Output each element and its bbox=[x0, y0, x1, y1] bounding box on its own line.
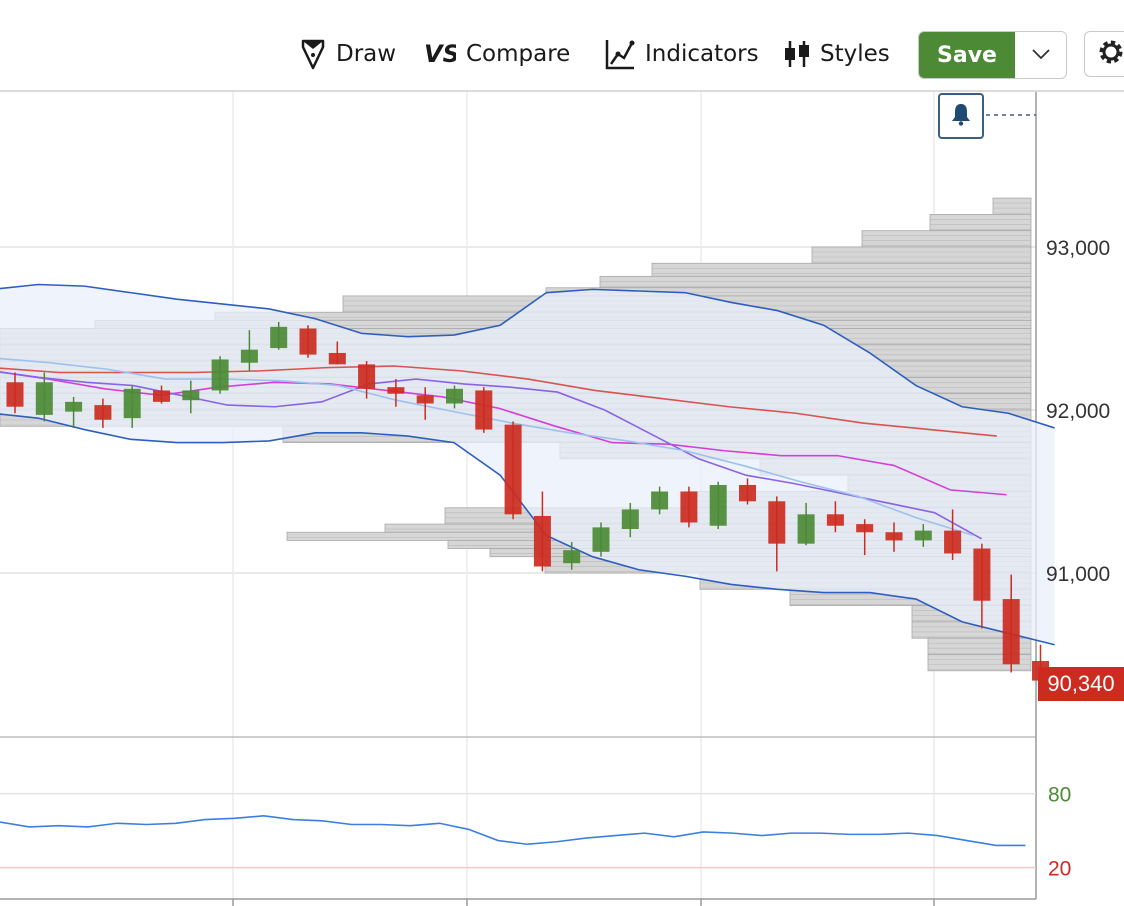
pen-nib-icon bbox=[300, 38, 326, 70]
save-button[interactable]: Save bbox=[919, 32, 1015, 78]
draw-label: Draw bbox=[336, 41, 397, 67]
axes: 93,000 92,000 91,000 80 20 bbox=[1046, 237, 1110, 881]
candle-down bbox=[94, 405, 112, 420]
candle-up bbox=[651, 491, 669, 510]
candle-up bbox=[709, 484, 727, 526]
volume-profile-bar bbox=[599, 275, 1032, 289]
candle-down bbox=[328, 352, 346, 365]
candle-down bbox=[387, 387, 405, 394]
candlesticks[interactable] bbox=[6, 321, 1050, 681]
candle-down bbox=[680, 491, 698, 523]
candle-up bbox=[270, 326, 288, 349]
save-dropdown-button[interactable] bbox=[1015, 32, 1066, 78]
candle-down bbox=[299, 328, 317, 355]
chart-toolbar: Draw VS Compare Indicators Styles Save bbox=[0, 0, 1124, 90]
bollinger-upper-line bbox=[0, 283, 1055, 429]
candle-down bbox=[1002, 599, 1020, 665]
volume-profile-bar bbox=[992, 197, 1032, 215]
moving-average-line bbox=[0, 365, 997, 437]
candle-down bbox=[885, 532, 903, 541]
compare-button[interactable]: VS Compare bbox=[424, 34, 570, 74]
candle-down bbox=[153, 390, 170, 402]
candle-down bbox=[739, 484, 756, 502]
bollinger-bands bbox=[0, 283, 1055, 646]
candle-down bbox=[475, 390, 493, 430]
bollinger-lower-line bbox=[0, 413, 1055, 646]
bollinger-fill bbox=[0, 284, 1055, 645]
svg-text:VS: VS bbox=[424, 40, 456, 68]
candle-up bbox=[182, 390, 200, 401]
rsi-panel bbox=[0, 792, 1036, 869]
indicator-chart-icon bbox=[605, 38, 635, 70]
bell-icon bbox=[950, 102, 972, 131]
last-price-label: 90,340 bbox=[1038, 667, 1124, 701]
candle-down bbox=[856, 524, 874, 533]
candle-down bbox=[768, 501, 786, 544]
candle-up bbox=[123, 388, 141, 419]
rsi-line bbox=[0, 815, 1026, 847]
indicators-button[interactable]: Indicators bbox=[605, 34, 759, 74]
volume-profile-bar bbox=[651, 262, 1032, 277]
styles-label: Styles bbox=[820, 41, 890, 67]
candle-up bbox=[797, 514, 815, 544]
candle-down bbox=[944, 530, 962, 554]
candlestick-icon bbox=[784, 39, 810, 69]
candle-down bbox=[973, 548, 991, 601]
volume-profile-bar bbox=[811, 246, 1032, 264]
candle-down bbox=[533, 515, 551, 567]
candle-up bbox=[446, 388, 463, 404]
chevron-down-icon bbox=[1031, 46, 1050, 64]
candle-down bbox=[416, 395, 434, 404]
candle-up bbox=[240, 349, 258, 363]
price-axis-label: 93,000 bbox=[1046, 237, 1110, 260]
draw-button[interactable]: Draw bbox=[300, 34, 396, 74]
candle-up bbox=[914, 530, 932, 541]
candle-down bbox=[826, 514, 844, 526]
candle-up bbox=[592, 527, 610, 552]
rsi-axis-label: 80 bbox=[1048, 784, 1071, 807]
candle-up bbox=[621, 509, 639, 529]
candle-down bbox=[6, 382, 24, 407]
styles-button[interactable]: Styles bbox=[784, 34, 890, 74]
candle-down bbox=[504, 424, 522, 515]
volume-profile-bar bbox=[929, 213, 1032, 232]
price-axis-label: 92,000 bbox=[1046, 400, 1110, 423]
versus-icon: VS bbox=[424, 40, 456, 68]
candle-up bbox=[65, 401, 83, 412]
compare-label: Compare bbox=[466, 41, 571, 67]
candle-up bbox=[563, 550, 581, 564]
candle-up bbox=[211, 359, 229, 391]
gear-icon bbox=[1097, 38, 1124, 71]
price-axis-label: 91,000 bbox=[1046, 563, 1110, 586]
rsi-axis-label: 20 bbox=[1048, 858, 1071, 881]
volume-profile-bar bbox=[861, 230, 1032, 248]
candle-up bbox=[35, 382, 53, 415]
candle-down bbox=[358, 364, 376, 389]
indicators-label: Indicators bbox=[645, 41, 759, 67]
settings-button[interactable] bbox=[1084, 31, 1124, 77]
price-alert-button[interactable] bbox=[938, 93, 984, 139]
save-group: Save bbox=[918, 31, 1067, 79]
